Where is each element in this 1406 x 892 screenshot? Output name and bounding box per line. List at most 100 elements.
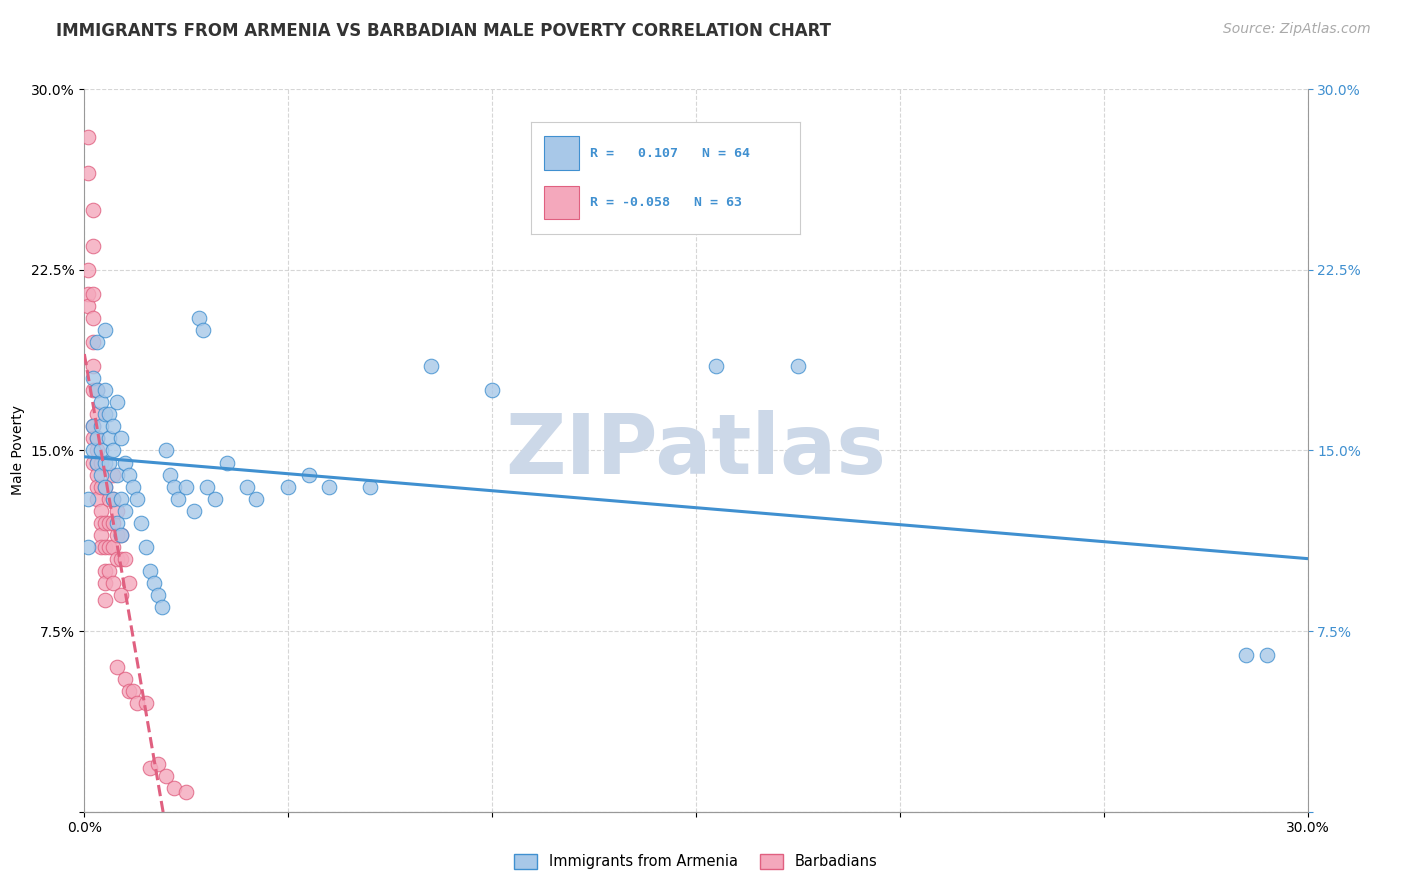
- Point: [217, 455, 239, 469]
- Point: [114, 551, 136, 566]
- Point: [77, 491, 100, 506]
- Point: [90, 419, 112, 434]
- Point: [118, 467, 141, 482]
- Point: [114, 503, 136, 517]
- Point: [127, 696, 149, 710]
- Point: [77, 540, 100, 554]
- Point: [90, 443, 112, 458]
- Point: [86, 384, 108, 398]
- Point: [77, 286, 100, 301]
- Point: [155, 443, 177, 458]
- Point: [93, 384, 115, 398]
- Point: [110, 588, 132, 602]
- Point: [105, 516, 128, 530]
- Point: [82, 359, 104, 373]
- Point: [93, 455, 115, 469]
- Point: [86, 480, 108, 494]
- Point: [138, 564, 160, 578]
- Point: [236, 480, 259, 494]
- Point: [110, 527, 132, 541]
- Point: [105, 503, 128, 517]
- Point: [135, 540, 157, 554]
- Point: [174, 480, 197, 494]
- Point: [86, 407, 108, 421]
- Point: [101, 576, 124, 591]
- Point: [105, 551, 128, 566]
- Point: [82, 202, 104, 217]
- Y-axis label: Male Poverty: Male Poverty: [11, 406, 25, 495]
- Point: [82, 286, 104, 301]
- Point: [86, 455, 108, 469]
- Point: [90, 455, 112, 469]
- Point: [86, 443, 108, 458]
- Point: [277, 480, 299, 494]
- Point: [101, 540, 124, 554]
- Point: [105, 660, 128, 674]
- Legend: Immigrants from Armenia, Barbadians: Immigrants from Armenia, Barbadians: [515, 854, 877, 870]
- Point: [82, 443, 104, 458]
- Point: [114, 455, 136, 469]
- Point: [191, 323, 214, 337]
- Point: [110, 431, 132, 445]
- Point: [481, 384, 503, 398]
- Point: [90, 467, 112, 482]
- Text: ZIPatlas: ZIPatlas: [506, 410, 886, 491]
- Point: [97, 516, 120, 530]
- Point: [93, 480, 115, 494]
- Point: [86, 384, 108, 398]
- Point: [105, 527, 128, 541]
- Point: [135, 696, 157, 710]
- Point: [146, 756, 169, 771]
- Point: [150, 599, 173, 614]
- Point: [138, 761, 160, 775]
- Point: [82, 371, 104, 385]
- Point: [110, 527, 132, 541]
- Point: [101, 491, 124, 506]
- Point: [82, 419, 104, 434]
- Point: [77, 262, 100, 277]
- Point: [86, 467, 108, 482]
- Point: [93, 576, 115, 591]
- Point: [82, 419, 104, 434]
- Point: [90, 480, 112, 494]
- Point: [101, 443, 124, 458]
- Point: [93, 564, 115, 578]
- Point: [93, 540, 115, 554]
- Point: [163, 480, 186, 494]
- Point: [86, 491, 108, 506]
- Point: [204, 491, 226, 506]
- Point: [359, 480, 381, 494]
- Point: [114, 673, 136, 687]
- Point: [787, 359, 810, 373]
- Point: [318, 480, 340, 494]
- Point: [101, 467, 124, 482]
- Point: [118, 684, 141, 698]
- Point: [142, 576, 165, 591]
- Point: [86, 334, 108, 349]
- Point: [110, 491, 132, 506]
- Point: [97, 564, 120, 578]
- Point: [105, 395, 128, 409]
- Point: [82, 334, 104, 349]
- Point: [195, 480, 218, 494]
- Point: [146, 588, 169, 602]
- Point: [174, 785, 197, 799]
- Point: [90, 527, 112, 541]
- Point: [420, 359, 443, 373]
- Point: [90, 395, 112, 409]
- Point: [1256, 648, 1278, 662]
- Point: [90, 516, 112, 530]
- Point: [187, 310, 209, 325]
- Text: IMMIGRANTS FROM ARMENIA VS BARBADIAN MALE POVERTY CORRELATION CHART: IMMIGRANTS FROM ARMENIA VS BARBADIAN MAL…: [56, 22, 831, 40]
- Point: [131, 516, 153, 530]
- Point: [159, 467, 181, 482]
- Point: [97, 491, 120, 506]
- Point: [77, 299, 100, 313]
- Point: [122, 480, 145, 494]
- Point: [97, 540, 120, 554]
- Point: [97, 431, 120, 445]
- Point: [298, 467, 321, 482]
- Point: [122, 684, 145, 698]
- Text: Source: ZipAtlas.com: Source: ZipAtlas.com: [1223, 22, 1371, 37]
- Point: [90, 503, 112, 517]
